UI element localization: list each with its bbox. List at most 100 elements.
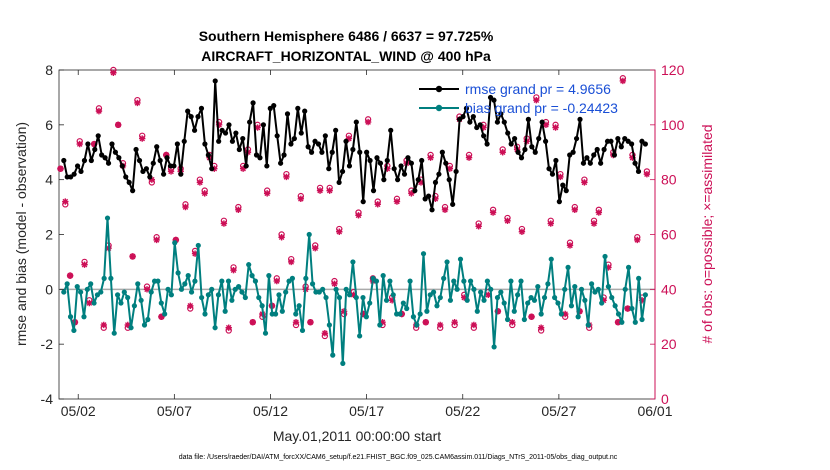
rmse-point [198, 105, 205, 111]
bias-point [373, 278, 380, 284]
obs-assimilated-point [345, 135, 353, 142]
y-axis-left: -4 -2 0 2 4 6 8 [41, 62, 64, 407]
obs-assimilated-point [408, 190, 415, 197]
bias-point [168, 292, 174, 298]
rmse-point [195, 114, 201, 120]
y-tick-label-right: 0 [661, 391, 669, 407]
obs-assimilated-point [66, 272, 74, 279]
obs-assimilated-point [470, 321, 478, 329]
bias-point [555, 300, 561, 306]
obs-assimilated-point [187, 302, 194, 309]
obs-assimilated-point [547, 220, 554, 227]
bias-line [62, 217, 647, 365]
bias-point [303, 275, 309, 281]
obs-assimilated-point [552, 124, 559, 131]
obs-assimilated-point [528, 313, 535, 320]
rmse-point [88, 157, 94, 164]
obs-assimilated-point [489, 209, 497, 216]
bias-point [622, 286, 628, 292]
rmse-point [178, 171, 184, 177]
obs-assimilated-point [422, 319, 429, 326]
rmse-point [274, 133, 280, 139]
obs-assimilated-point [360, 310, 367, 318]
bias-point [515, 292, 521, 298]
rmse-point [364, 149, 370, 155]
obs-assimilated-point [230, 266, 237, 274]
rmse-point [339, 168, 346, 175]
obs-assimilated-point [364, 118, 372, 126]
obs-assimilated-point [172, 236, 180, 244]
bias-point [350, 259, 356, 265]
bias-point [148, 289, 154, 295]
rmse-point [553, 157, 559, 164]
obs-assimilated-point [485, 291, 492, 299]
rmse-point [264, 163, 270, 169]
bias-point [552, 294, 558, 301]
bias-point [451, 278, 457, 284]
bias-point [464, 297, 470, 303]
obs-assimilated-point [225, 324, 232, 331]
bias-point [400, 300, 406, 306]
rmse-point [257, 155, 263, 161]
bias-point [404, 305, 410, 312]
rmse-point [236, 146, 242, 153]
obs-assimilated-point [143, 286, 151, 293]
rmse-point [205, 152, 211, 158]
bias-point [195, 242, 201, 249]
rmse-point [439, 149, 445, 155]
rmse-point [470, 114, 476, 120]
obs-assimilated-point [499, 149, 506, 156]
rmse-point [635, 168, 642, 175]
bias-point [357, 333, 363, 339]
bias-point [457, 256, 464, 262]
y-tick-label-right: 40 [661, 281, 677, 297]
rmse-point [443, 160, 449, 166]
obs-assimilated-point [86, 299, 93, 307]
rmse-point [594, 146, 600, 153]
rmse-point [412, 188, 418, 194]
bias-point [508, 278, 514, 284]
bias-point [363, 314, 369, 320]
bias-point [346, 292, 353, 298]
bias-point [488, 286, 494, 292]
bias-point [108, 275, 114, 281]
rmse-point [632, 160, 638, 166]
rmse-point [505, 130, 511, 136]
bias-point [212, 325, 218, 331]
rmse-point [174, 141, 180, 147]
rmse-point [549, 171, 556, 177]
bias-point [172, 240, 178, 246]
bias-point [98, 289, 104, 295]
bias-point [71, 327, 77, 334]
y-tick-label-right: 20 [661, 336, 677, 352]
rmse-point [374, 155, 380, 161]
rmse-point [450, 201, 456, 207]
bias-point [414, 322, 420, 328]
rmse-point [415, 177, 421, 183]
rmse-point [587, 160, 593, 166]
bias-point [236, 283, 242, 290]
bias-point [101, 275, 107, 281]
obs-assimilated-point [129, 253, 136, 260]
obs-assimilated-point [417, 179, 425, 186]
bias-point [410, 314, 417, 320]
bias-point [612, 303, 618, 309]
rmse-point [116, 155, 122, 161]
bias-point [320, 286, 326, 292]
obs-assimilated-point [355, 212, 362, 219]
bias-point [494, 294, 501, 301]
bias-point [293, 311, 299, 317]
bias-point [619, 319, 625, 325]
rmse-point [247, 119, 253, 125]
legend-bias-marker [435, 104, 443, 112]
data-file-footnote: data file: /Users/raeder/DAI/ATM_forcXX/… [179, 454, 618, 461]
y-tick-label-left: 2 [45, 227, 53, 243]
rmse-point [384, 157, 390, 164]
obs-assimilated-point [542, 121, 550, 129]
bias-point [259, 303, 265, 309]
rmse-point [532, 149, 538, 155]
bias-point [309, 281, 316, 287]
bias-point [562, 286, 568, 292]
rmse-point [577, 116, 583, 122]
obs-assimilated-point [533, 96, 540, 104]
